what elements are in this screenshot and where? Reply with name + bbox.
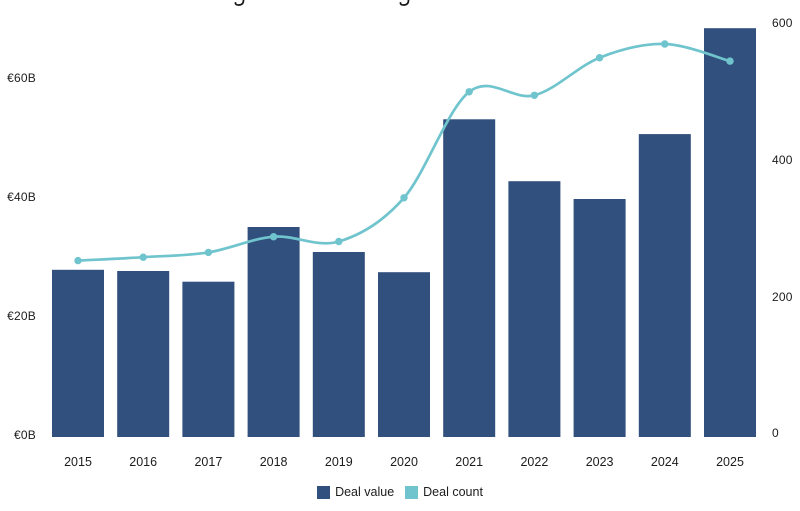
bar-2024: [638, 134, 691, 437]
x-axis-label-2023: 2023: [585, 455, 614, 469]
line-marker-2021: [465, 88, 473, 96]
legend-label: Deal count: [423, 485, 483, 499]
line-marker-2025: [726, 57, 734, 65]
chart-legend: Deal value Deal count: [0, 485, 800, 499]
right-axis-tick: 600: [772, 16, 793, 30]
x-axis-label-2018: 2018: [259, 455, 288, 469]
bar-2017: [182, 281, 235, 437]
x-axis-label-2024: 2024: [650, 455, 679, 469]
bar-2022: [508, 181, 561, 437]
clipped-title-descender: [234, 0, 245, 6]
x-axis-label-2025: 2025: [716, 455, 744, 469]
right-axis-tick: 0: [772, 426, 779, 440]
left-axis-tick: €40B: [7, 190, 36, 204]
line-marker-2023: [595, 54, 604, 62]
right-axis-tick: 400: [772, 153, 793, 167]
x-axis-label-2021: 2021: [455, 455, 484, 469]
legend-label: Deal value: [335, 485, 395, 499]
right-axis-tick: 200: [772, 290, 793, 304]
bar-2025: [704, 28, 756, 437]
x-axis-label-2015: 2015: [64, 455, 92, 469]
x-axis-label-2020: 2020: [390, 455, 418, 469]
line-marker-2019: [335, 237, 343, 246]
line-marker-2020: [400, 194, 408, 202]
bar-2021: [443, 119, 496, 438]
x-axis-label-2017: 2017: [194, 455, 223, 469]
line-marker-2024: [661, 40, 669, 48]
line-marker-2017: [204, 248, 213, 257]
clipped-title-descender: [399, 0, 410, 6]
bar-2023: [573, 199, 626, 437]
line-marker-2018: [269, 233, 278, 241]
legend-item-deal-count[interactable]: Deal count: [405, 485, 483, 499]
left-axis-tick: €60B: [7, 71, 36, 85]
bar-2018: [247, 227, 300, 437]
left-axis-tick: €20B: [7, 309, 36, 323]
left-axis-tick: €0B: [14, 428, 36, 442]
legend-item-deal-value[interactable]: Deal value: [317, 485, 394, 499]
line-marker-2016: [139, 253, 147, 261]
deal-count-line: [76, 42, 732, 262]
deal-count-swatch: [405, 485, 419, 499]
x-axis-label-2022: 2022: [520, 455, 549, 469]
line-marker-2015: [74, 256, 82, 265]
bar-2016: [117, 271, 170, 437]
x-axis-label-2019: 2019: [324, 455, 353, 469]
bar-2019: [312, 252, 365, 437]
x-axis-label-2016: 2016: [129, 455, 158, 469]
deal-value-swatch: [317, 485, 331, 499]
line-marker-2022: [530, 91, 539, 100]
bar-2020: [378, 272, 430, 437]
bar-2015: [52, 269, 104, 437]
